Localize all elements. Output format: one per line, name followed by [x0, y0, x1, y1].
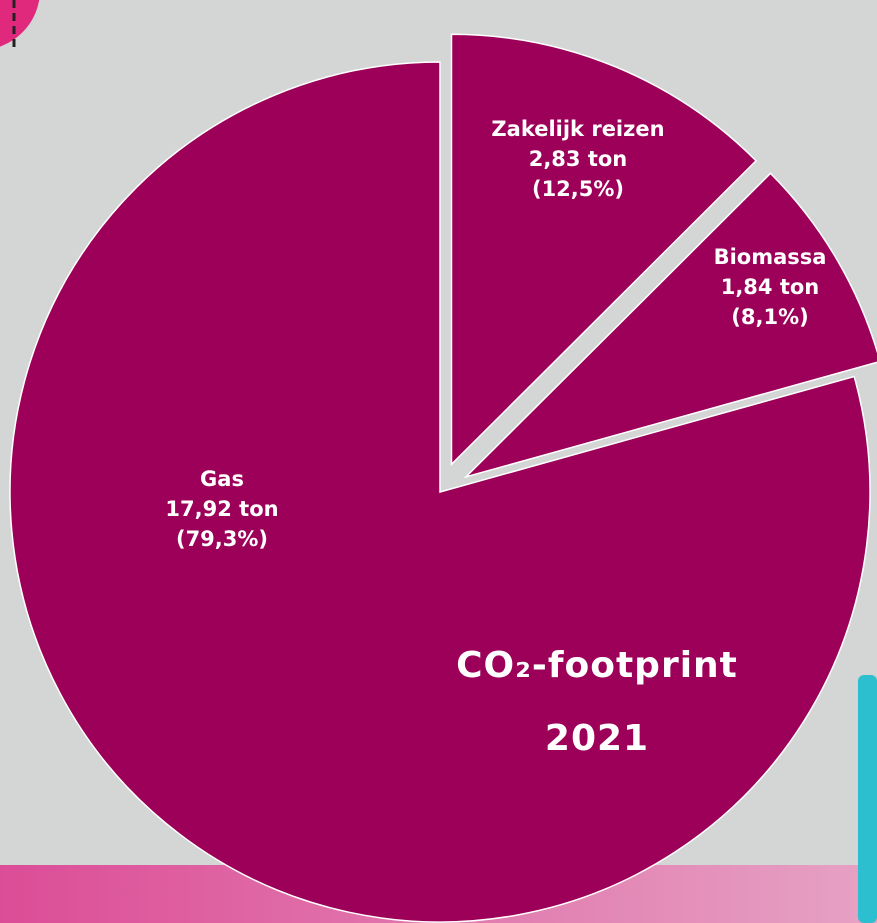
category-label: Gas	[200, 467, 244, 491]
category-label: Biomassa	[714, 245, 827, 269]
percent-label: (79,3%)	[176, 527, 268, 551]
chart-subtitle: 2021	[545, 718, 649, 759]
chart-title: CO₂-footprint	[456, 645, 738, 686]
corner-circle	[0, 0, 40, 47]
pie-slice	[9, 61, 871, 923]
percent-label: (12,5%)	[532, 177, 624, 201]
value-label: 1,84 ton	[721, 275, 820, 299]
category-label: Zakelijk reizen	[491, 117, 664, 141]
pie-slice	[463, 172, 877, 479]
percent-label: (8,1%)	[731, 305, 808, 329]
pie	[9, 33, 877, 923]
value-label: 2,83 ton	[529, 147, 628, 171]
value-label: 17,92 ton	[165, 497, 278, 521]
labels: Zakelijk reizen 2,83 ton (12,5%) Biomassa 1,…	[165, 117, 826, 551]
side-band	[858, 675, 877, 923]
pie-slice	[450, 33, 758, 467]
